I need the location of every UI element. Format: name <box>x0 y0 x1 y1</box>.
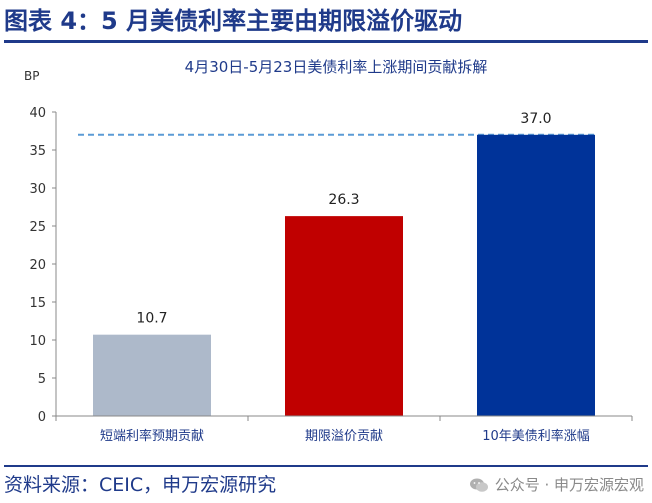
bar-value-label: 37.0 <box>520 111 551 127</box>
y-tick-label: 25 <box>29 220 46 235</box>
x-category-label: 短端利率预期贡献 <box>100 428 204 444</box>
y-tick-label: 30 <box>29 182 46 197</box>
bar <box>93 334 211 416</box>
bar-value-label: 10.7 <box>136 311 167 327</box>
bar <box>477 134 595 417</box>
y-tick-label: 35 <box>29 144 46 159</box>
y-tick-label: 15 <box>29 296 46 311</box>
x-category-label: 10年美债利率涨幅 <box>482 428 590 444</box>
wechat-icon <box>469 478 488 492</box>
figure-title: 图表 4：5 月美债利率主要由期限溢价驱动 <box>4 7 463 35</box>
chart-title: 4月30日-5月23日美债利率上涨期间贡献拆解 <box>185 58 488 76</box>
bar-value-label: 26.3 <box>328 192 359 208</box>
watermark-text: 公众号 · 申万宏源宏观 <box>494 476 644 494</box>
y-tick-label: 10 <box>29 334 46 349</box>
title-rule <box>4 40 648 43</box>
y-axis: 0 5 10 15 20 25 30 35 40 <box>29 106 57 425</box>
y-tick-label: 20 <box>29 258 46 273</box>
watermark: 公众号 · 申万宏源宏观 <box>469 470 644 500</box>
x-category-label: 期限溢价贡献 <box>305 429 383 444</box>
y-tick-label: 5 <box>38 372 46 387</box>
y-tick-label: 0 <box>38 410 46 425</box>
y-tick-label: 40 <box>29 106 46 121</box>
x-axis: 短端利率预期贡献 期限溢价贡献 10年美债利率涨幅 <box>55 415 633 444</box>
y-axis-label: BP <box>24 69 39 83</box>
source-rule <box>4 465 648 467</box>
source-note: 资料来源：CEIC，申万宏源研究 <box>4 474 277 496</box>
bar-chart: 4月30日-5月23日美债利率上涨期间贡献拆解 BP 0 5 10 15 20 25 30 3… <box>24 58 633 444</box>
bar <box>285 216 403 416</box>
bars: 10.7 26.3 37.0 <box>93 111 595 417</box>
